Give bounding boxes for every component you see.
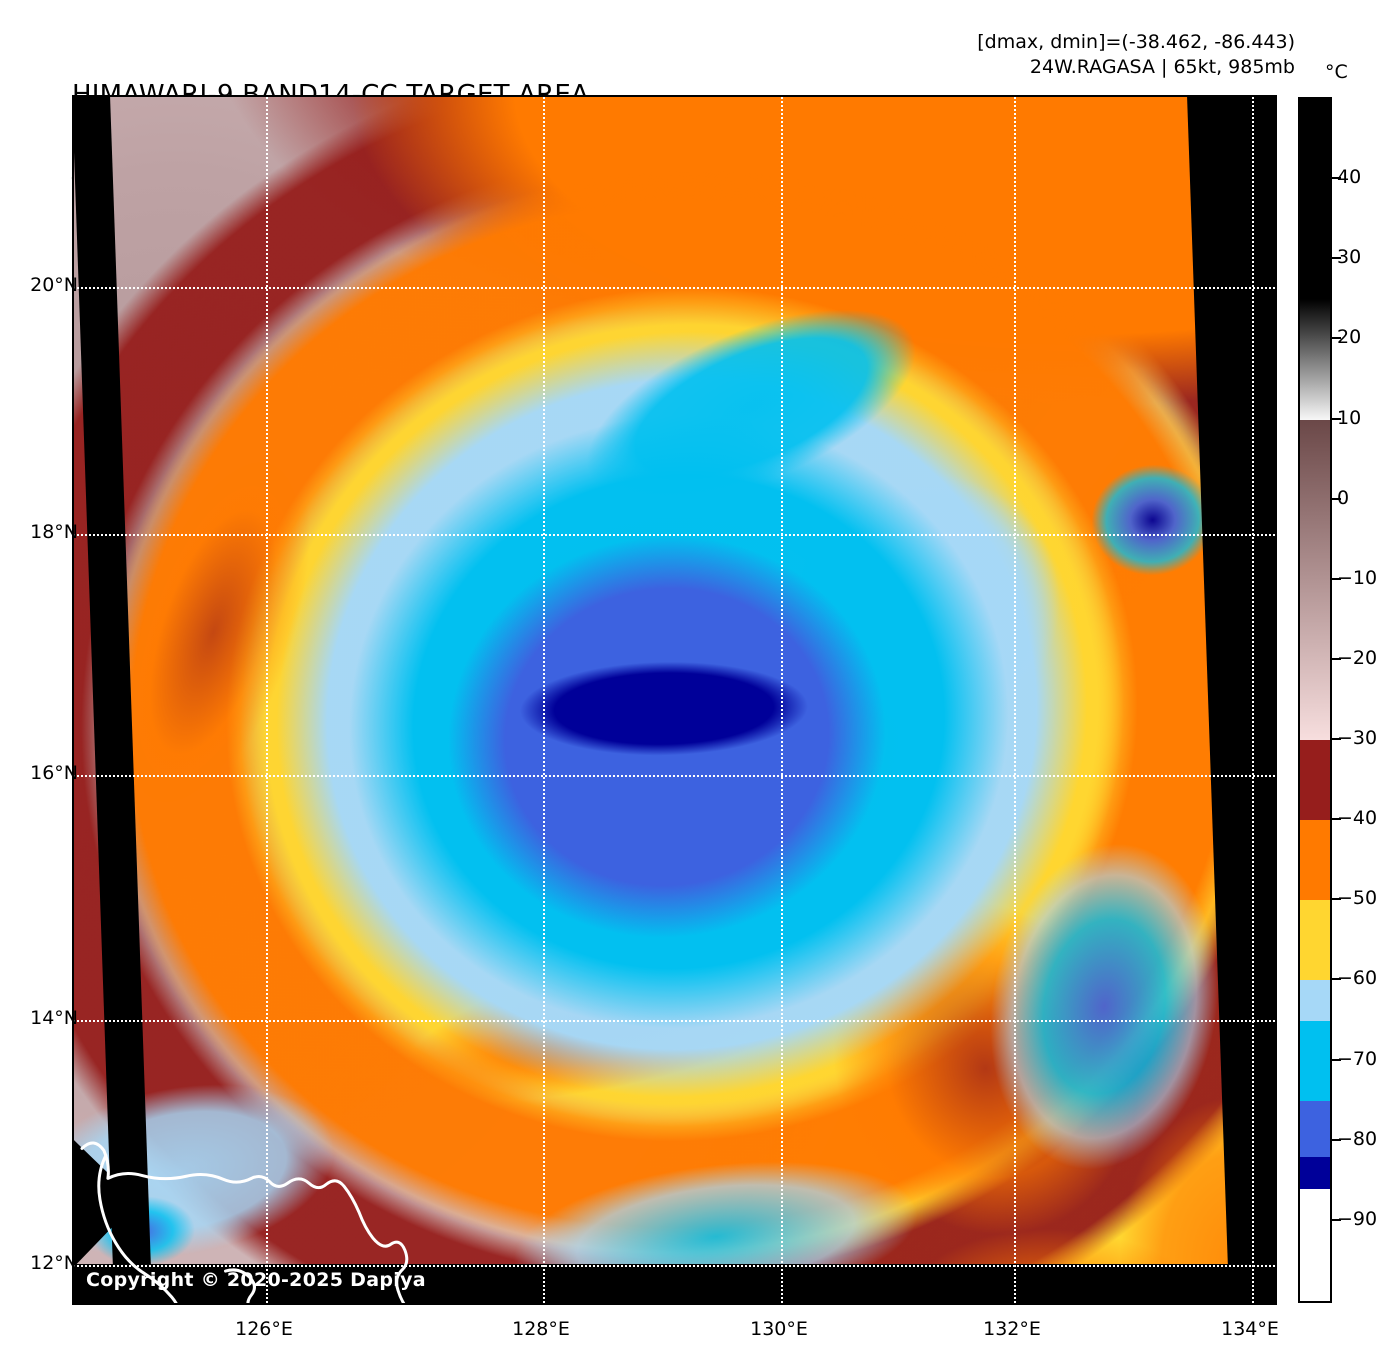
colorbar-tickmark: [1332, 577, 1341, 580]
plot-inner: Copyright © 2020-2025 Dapiya: [74, 97, 1275, 1303]
colorbar-tickmark: [1332, 898, 1341, 901]
colorbar-tick-minus90: −90: [1337, 1207, 1378, 1230]
colorbar-tickmark: [1332, 978, 1341, 981]
colorbar-tick-minus20: −20: [1337, 646, 1378, 669]
y-tick-14N: 14°N: [30, 1007, 78, 1029]
dmax-dmin-label: [dmax, dmin]=(-38.462, -86.443): [977, 31, 1295, 53]
colorbar-segment-hot-black: [1300, 99, 1330, 300]
x-tick-132E: 132°E: [983, 1318, 1041, 1340]
colorbar-segment-navy: [1300, 1156, 1330, 1189]
metadata-block: [dmax, dmin]=(-38.462, -86.443) 24W.RAGA…: [977, 30, 1295, 80]
x-tick-126E: 126°E: [235, 1318, 293, 1340]
colorbar-tickmark: [1332, 1058, 1341, 1061]
colorbar-segment-dark-red: [1300, 740, 1330, 821]
colorbar-tick-20: 20: [1337, 326, 1362, 349]
satellite-swath: [74, 97, 1275, 1303]
colorbar-tick-30: 30: [1337, 246, 1362, 269]
colorbar-segment-white-coldest: [1300, 1188, 1330, 1301]
colorbar-tickmark: [1332, 818, 1341, 821]
colorbar-segment-orange: [1300, 820, 1330, 901]
satellite-image-plot[interactable]: Copyright © 2020-2025 Dapiya: [72, 95, 1277, 1305]
colorbar-segment-gray-ramp: [1300, 299, 1330, 420]
storm-info-label: 24W.RAGASA | 65kt, 985mb: [1029, 56, 1295, 78]
colorbar-segment-cyan: [1300, 1020, 1330, 1101]
colorbar-tick-minus30: −30: [1337, 727, 1378, 750]
colorbar-tickmark: [1332, 257, 1341, 260]
colorbar-segment-mauve-ramp: [1300, 419, 1330, 741]
colorbar-tick-minus60: −60: [1337, 967, 1378, 990]
colorbar-tick-40: 40: [1337, 166, 1362, 189]
y-tick-12N: 12°N: [30, 1252, 78, 1274]
colorbar-tickmark: [1332, 738, 1341, 741]
y-tick-18N: 18°N: [30, 521, 78, 543]
colorbar-tickmark: [1332, 1138, 1341, 1141]
colorbar-tickmark: [1332, 1218, 1341, 1221]
ir-coldest-core: [74, 97, 1275, 1303]
copyright-label: Copyright © 2020-2025 Dapiya: [86, 1269, 426, 1291]
colorbar-segment-light-blue: [1300, 980, 1330, 1021]
colorbar-tick-minus50: −50: [1337, 887, 1378, 910]
colorbar-segment-yellow: [1300, 900, 1330, 981]
colorbar-tickmark: [1332, 417, 1341, 420]
colorbar-tick-minus70: −70: [1337, 1047, 1378, 1070]
colorbar-tickmark: [1332, 337, 1341, 340]
colorbar-tick-minus80: −80: [1337, 1127, 1378, 1150]
colorbar-tickmark: [1332, 177, 1341, 180]
x-tick-134E: 134°E: [1221, 1318, 1279, 1340]
colorbar-unit-label: °C: [1325, 61, 1348, 83]
colorbar-tick-0: 0: [1337, 486, 1350, 509]
colorbar-tickmark: [1332, 657, 1341, 660]
colorbar-tick-minus40: −40: [1337, 807, 1378, 830]
x-tick-128E: 128°E: [512, 1318, 570, 1340]
colorbar-tickmark: [1332, 497, 1341, 500]
temperature-colorbar[interactable]: [1298, 97, 1332, 1303]
colorbar-segment-royal-blue: [1300, 1100, 1330, 1157]
x-tick-130E: 130°E: [750, 1318, 808, 1340]
colorbar-tick-minus10: −10: [1337, 566, 1378, 589]
y-tick-16N: 16°N: [30, 762, 78, 784]
y-tick-20N: 20°N: [30, 274, 78, 296]
colorbar-tick-10: 10: [1337, 406, 1362, 429]
